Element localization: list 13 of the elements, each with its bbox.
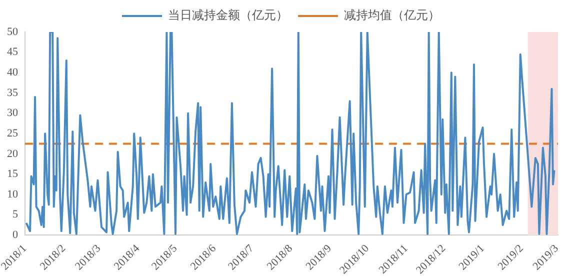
legend-label: 减持均值（亿元） (344, 8, 440, 22)
y-tick-label: 5 (12, 208, 18, 221)
y-tick-label: 30 (7, 107, 18, 120)
legend-label: 当日减持金额（亿元） (168, 8, 288, 22)
y-tick-label: 50 (7, 26, 18, 38)
y-tick-label: 15 (7, 168, 18, 180)
y-tick-label: 20 (7, 148, 18, 160)
y-tick-label: 25 (7, 127, 18, 140)
y-tick-label: 10 (7, 188, 18, 200)
y-tick-label: 40 (7, 66, 18, 79)
y-tick-label: 35 (7, 86, 18, 99)
y-tick-label: 0 (12, 229, 18, 242)
y-tick-label: 45 (7, 46, 18, 58)
